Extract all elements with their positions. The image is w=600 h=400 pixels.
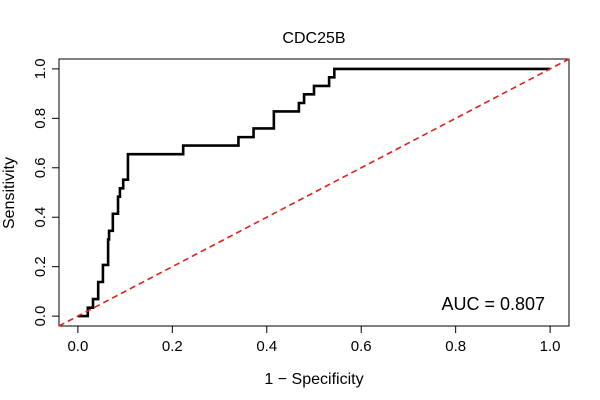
x-tick-label: 0.0 [67,338,88,355]
y-axis-label: Sensitivity [1,157,18,229]
x-tick-label: 0.4 [256,338,277,355]
chart-title: CDC25B [282,30,345,47]
plot-area: 0.0 0.2 0.4 0.6 0.8 1.0 0.0 0.2 0.4 0.6 0.8 1.0 [32,58,570,355]
y-tick-label: 0.8 [32,108,49,129]
x-tick-label: 1.0 [540,338,561,355]
x-tick-label: 0.2 [162,338,183,355]
y-tick-label: 0.4 [32,207,49,228]
x-tick-label: 0.6 [351,338,372,355]
roc-curve [77,67,551,318]
y-tick-label: 1.0 [32,58,49,79]
x-tick-label: 0.8 [445,338,466,355]
x-axis-label: 1 − Specificity [264,371,363,388]
y-tick-label: 0.0 [32,306,49,327]
y-tick-label: 0.6 [32,157,49,178]
diagonal-reference-line [58,58,570,327]
y-tick-label: 0.2 [32,256,49,277]
auc-annotation: AUC = 0.807 [441,294,545,314]
